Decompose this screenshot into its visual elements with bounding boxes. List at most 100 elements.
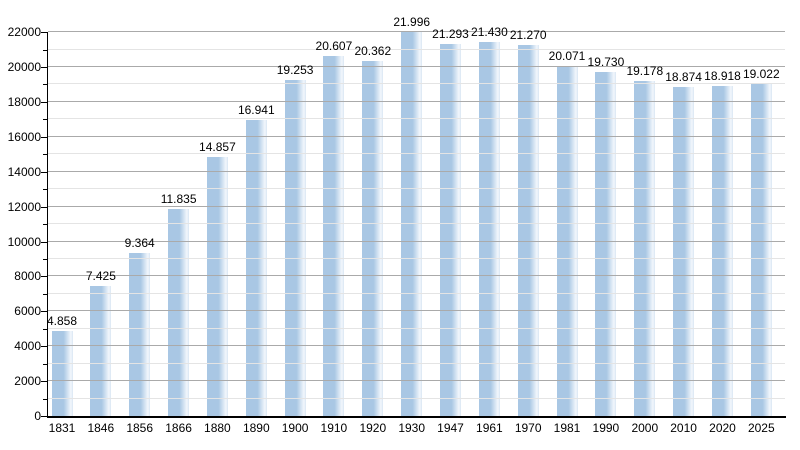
gridline-minor <box>48 223 785 224</box>
y-tick-major <box>41 66 47 68</box>
plot-area: 4.858 7.425 9.364 11.835 14.857 16.941 19.253 2… <box>47 16 785 416</box>
bar-value-label: 11.835 <box>160 192 197 207</box>
gridline-major <box>48 380 785 382</box>
y-tick-minor <box>43 224 47 225</box>
bar-value-label: 20.362 <box>354 43 392 58</box>
y-axis-tick-label: 12000 <box>7 199 41 214</box>
x-axis-tick-label: 2020 <box>709 421 736 435</box>
bar-2000 <box>634 81 656 416</box>
gridline-minor <box>48 83 785 85</box>
bar-value-label: 21.293 <box>432 27 469 42</box>
bar-1930 <box>401 32 423 416</box>
bar-1947 <box>440 44 461 416</box>
bar-value-label: 9.364 <box>124 235 155 250</box>
bar-value-label: 19.022 <box>742 67 780 81</box>
y-axis-tick-label: 2000 <box>14 374 41 389</box>
y-tick-major <box>41 241 47 243</box>
y-tick-major <box>41 171 47 173</box>
x-axis-tick-label: 1930 <box>398 421 426 435</box>
gridline-minor <box>48 48 785 50</box>
x-axis-tick-label: 1961 <box>476 421 503 435</box>
x-axis-tick-label: 2025 <box>747 421 775 435</box>
y-tick-minor <box>43 328 47 330</box>
gridline-major <box>48 275 785 277</box>
gridline-major <box>48 205 785 207</box>
bar-2020 <box>712 85 733 416</box>
y-tick-minor <box>43 189 47 191</box>
bar-1961 <box>478 41 500 416</box>
gridline-major <box>48 170 785 172</box>
gridline-major <box>48 310 785 312</box>
gridline-major <box>48 345 785 347</box>
y-axis-tick-label: 10000 <box>7 234 41 249</box>
y-axis-tick-label: 18000 <box>7 94 41 109</box>
bar-value-label: 20.607 <box>315 39 353 54</box>
y-axis-tick-label: 8000 <box>14 269 41 284</box>
bar-1890 <box>245 120 267 416</box>
gridline-major <box>48 135 785 137</box>
bar-1880 <box>206 156 228 416</box>
x-axis-tick-label: 1970 <box>514 421 542 435</box>
y-tick-major <box>41 32 47 33</box>
y-axis-tick-label: 6000 <box>14 304 41 319</box>
bar-1856 <box>129 252 151 416</box>
bar-1900 <box>284 79 306 416</box>
y-tick-major <box>41 101 47 103</box>
y-tick-major <box>41 381 47 383</box>
y-tick-minor <box>43 84 47 86</box>
y-axis-tick-label: 4000 <box>14 339 41 354</box>
x-axis-tick-label: 1910 <box>320 421 348 435</box>
bar-1831 <box>51 331 73 416</box>
y-axis-tick-label: 0 <box>34 409 41 423</box>
x-axis-tick-label: 2000 <box>631 421 659 435</box>
x-axis-tick-label: 2010 <box>670 421 697 435</box>
y-tick-minor <box>43 154 47 156</box>
y-tick-minor <box>43 363 47 365</box>
bar-1990 <box>595 71 617 416</box>
x-axis-tick-label: 1880 <box>204 421 231 435</box>
gridline-minor <box>48 257 785 259</box>
x-axis-tick-label: 1890 <box>242 421 270 435</box>
y-axis-tick-label: 14000 <box>7 164 41 179</box>
y-tick-major <box>41 136 47 138</box>
y-tick-major <box>41 416 47 417</box>
bar-value-label: 18.918 <box>704 68 741 83</box>
y-tick-major <box>41 276 47 278</box>
x-axis-tick-label: 1846 <box>87 421 115 435</box>
x-axis-tick-label: 1990 <box>592 421 620 435</box>
gridline-minor <box>48 188 785 190</box>
y-axis-line <box>47 32 48 418</box>
bar-2025 <box>750 84 772 416</box>
bar-2010 <box>673 86 695 416</box>
x-axis-tick-label: 1947 <box>437 421 464 435</box>
bar-value-label: 19.253 <box>276 62 314 77</box>
x-axis-line <box>47 416 786 418</box>
bar-value-label: 7.425 <box>85 269 116 284</box>
bar-value-label: 19.730 <box>587 54 625 69</box>
bar-value-label: 21.270 <box>509 27 547 42</box>
bar-value-label: 20.071 <box>548 48 586 63</box>
x-axis-tick-label: 1856 <box>126 421 154 435</box>
y-tick-minor <box>43 119 47 121</box>
gridline-major <box>48 31 785 32</box>
gridline-minor <box>48 397 785 399</box>
bar-value-label: 18.874 <box>665 69 702 84</box>
gridline-minor <box>48 153 785 155</box>
bar-value-label: 21.430 <box>471 24 508 39</box>
x-axis-tick-label: 1900 <box>281 421 309 435</box>
bar-1866 <box>168 209 190 416</box>
gridline-major <box>48 100 785 102</box>
bar-1846 <box>90 286 112 416</box>
y-tick-minor <box>43 398 47 400</box>
bar-1970 <box>517 44 539 416</box>
gridline-minor <box>48 292 785 294</box>
gridline-major <box>48 65 785 67</box>
gridline-minor <box>48 118 785 120</box>
bar-value-label: 14.857 <box>199 139 236 154</box>
y-axis-tick-label: 22000 <box>7 25 41 39</box>
gridline-minor <box>48 362 785 364</box>
y-tick-minor <box>43 293 47 295</box>
bar-value-label: 19.178 <box>626 64 664 79</box>
y-axis-tick-label: 16000 <box>7 129 41 144</box>
